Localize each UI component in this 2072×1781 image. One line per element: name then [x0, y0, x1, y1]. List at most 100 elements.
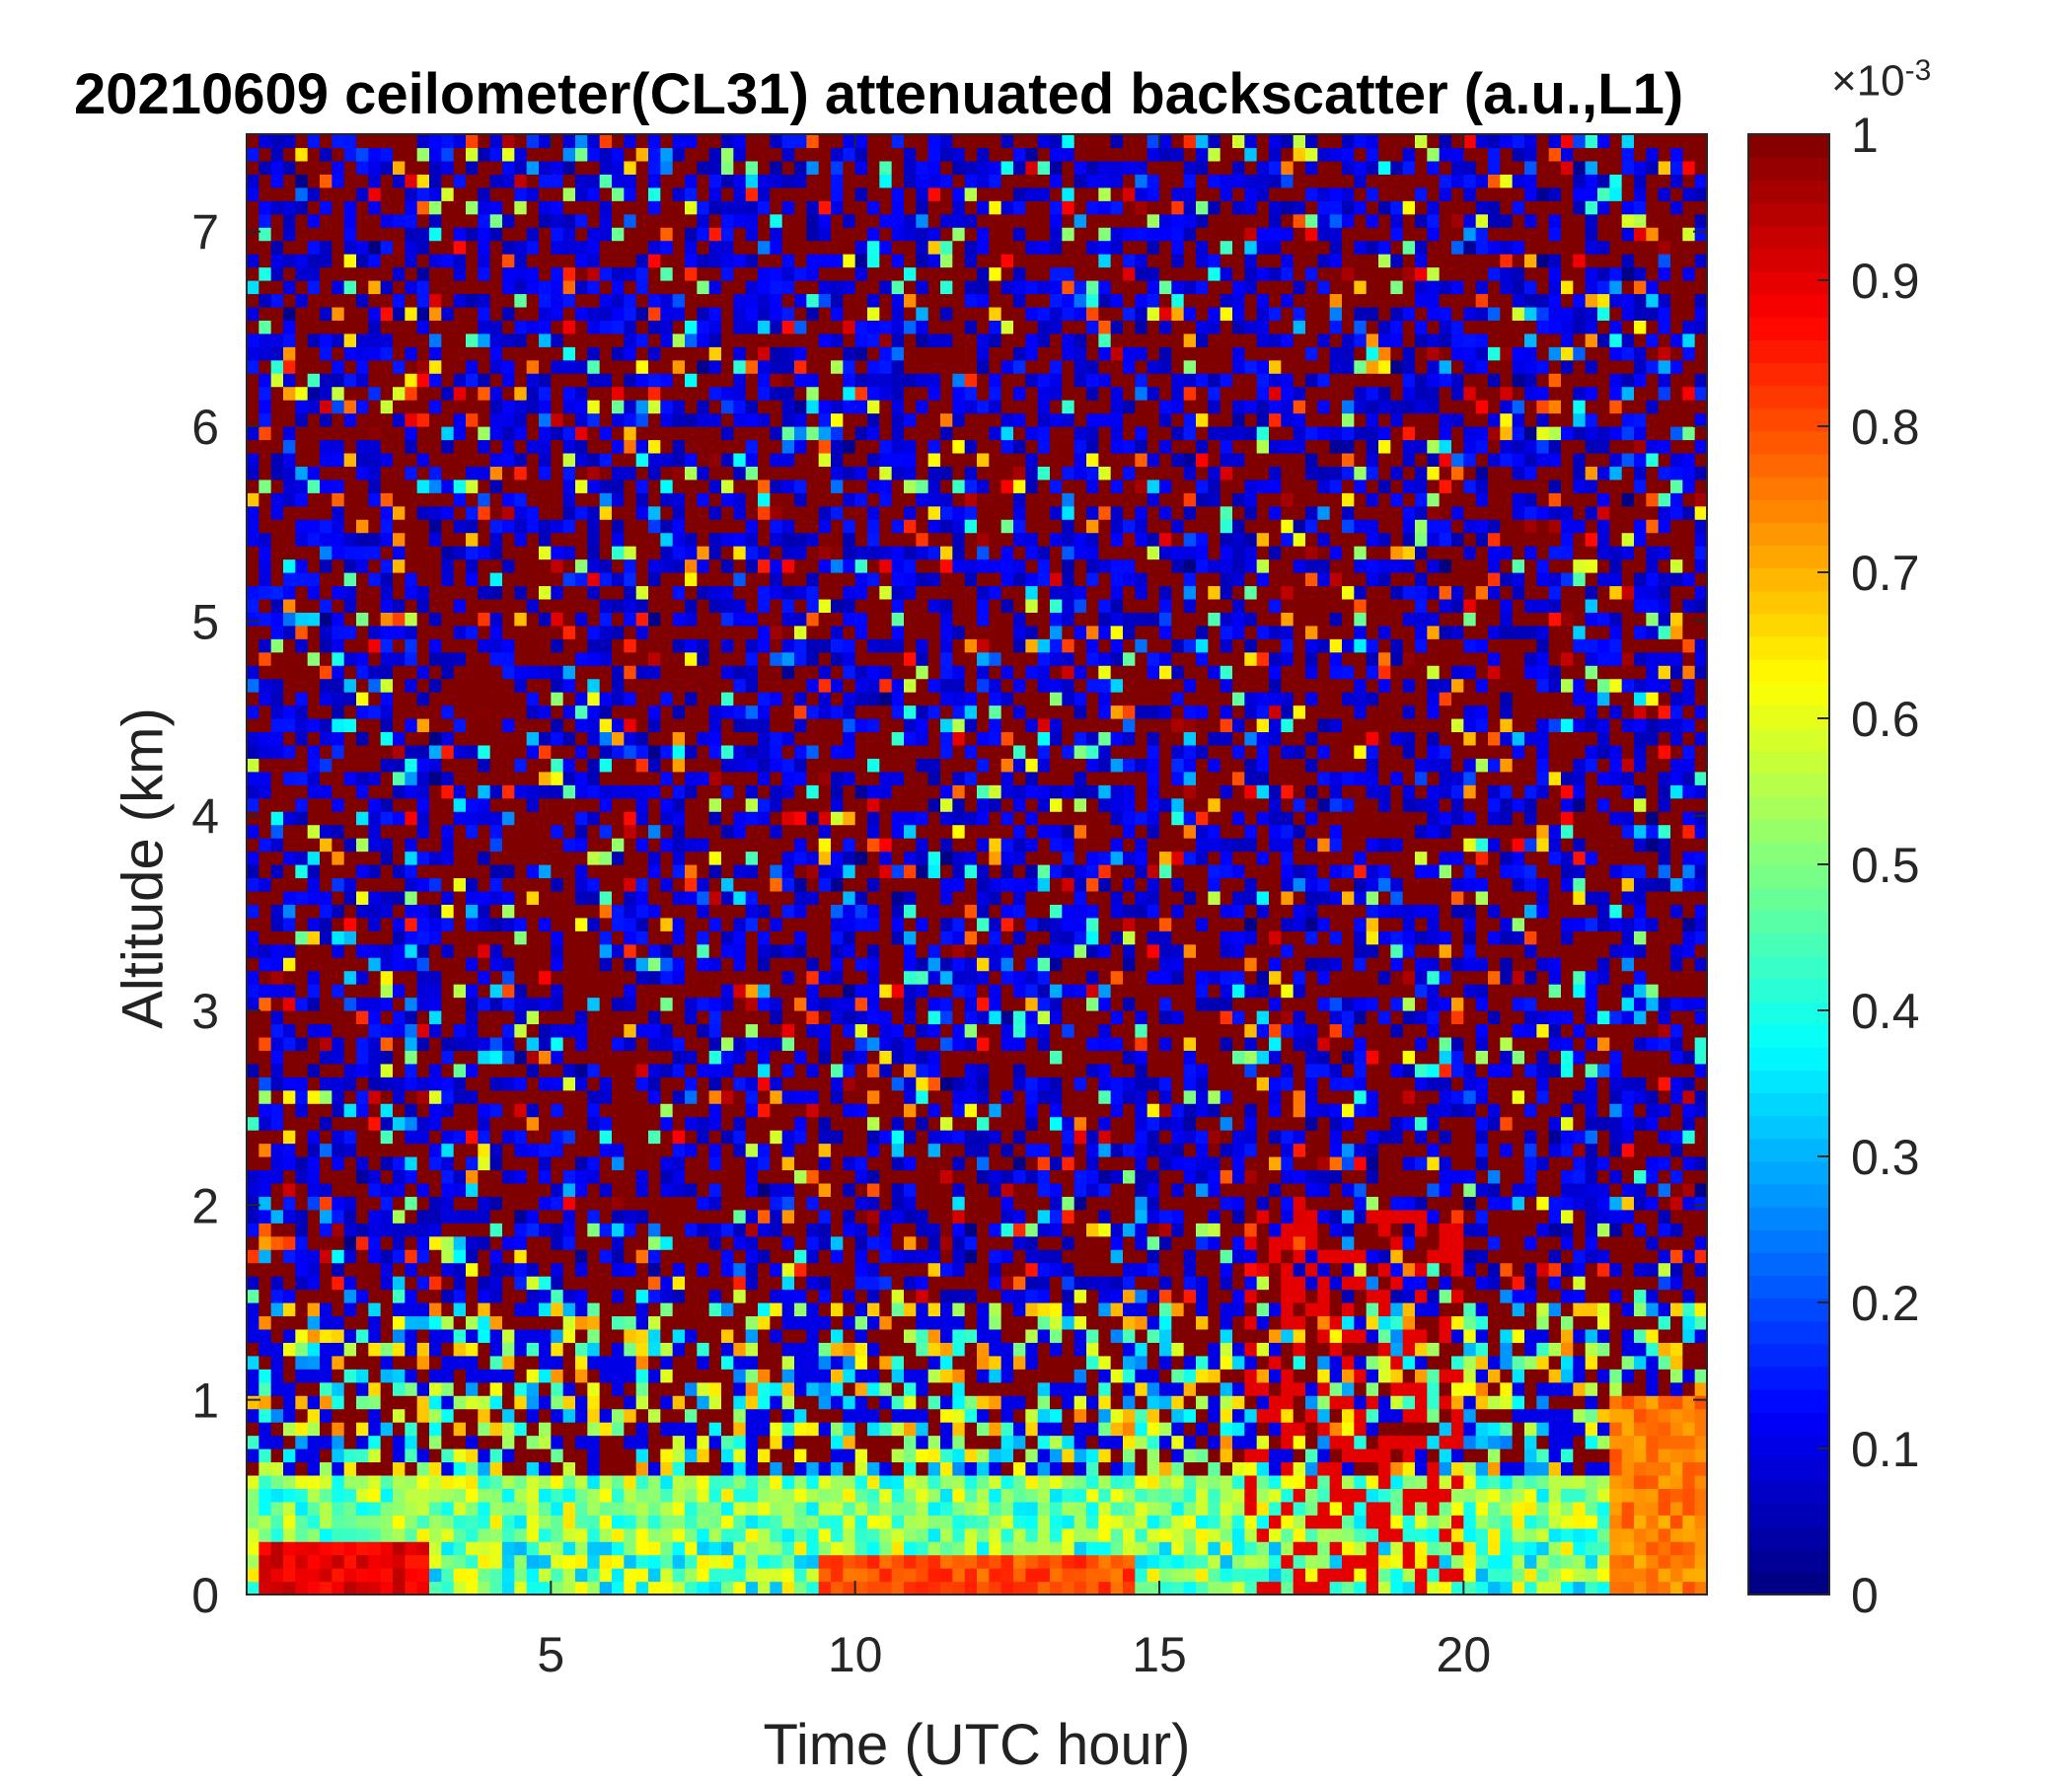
heatmap-cell — [368, 1515, 382, 1529]
heatmap-cell — [380, 572, 394, 587]
heatmap-cell — [770, 160, 783, 175]
heatmap-cell — [514, 1010, 528, 1025]
heatmap-cell — [405, 254, 418, 268]
heatmap-cell — [794, 1302, 807, 1317]
heatmap-cell — [489, 1036, 503, 1051]
heatmap-cell — [587, 293, 601, 308]
heatmap-cell — [380, 1554, 394, 1569]
heatmap-cell — [283, 692, 296, 706]
heatmap-cell — [660, 572, 674, 587]
heatmap-cell — [429, 1422, 442, 1437]
heatmap-cell — [489, 492, 503, 507]
heatmap-cell — [356, 1156, 369, 1171]
heatmap-cell — [794, 997, 807, 1011]
heatmap-cell — [672, 1369, 686, 1383]
heatmap-cell — [672, 824, 686, 839]
heatmap-cell — [416, 1315, 430, 1330]
heatmap-cell — [770, 426, 783, 441]
heatmap-cell — [575, 997, 588, 1011]
heatmap-cell — [441, 1143, 455, 1157]
heatmap-cell — [478, 373, 491, 388]
heatmap-cell — [635, 1010, 649, 1025]
heatmap-cell — [599, 1010, 613, 1025]
heatmap-cell — [478, 1328, 491, 1343]
heatmap-cell — [295, 386, 309, 401]
heatmap-cell — [624, 1103, 637, 1118]
heatmap-cell — [320, 254, 333, 268]
heatmap-cell — [393, 984, 406, 999]
heatmap-cell — [635, 373, 649, 388]
heatmap-cell — [320, 558, 333, 573]
heatmap-cell — [758, 1130, 771, 1145]
heatmap-cell — [259, 320, 272, 334]
heatmap-cell — [672, 1328, 686, 1343]
heatmap-cell — [416, 997, 430, 1011]
heatmap-cell — [514, 1103, 528, 1118]
heatmap-cell — [562, 1182, 576, 1197]
heatmap-cell — [247, 186, 259, 201]
heatmap-cell — [453, 771, 467, 785]
heatmap-cell — [466, 970, 479, 985]
heatmap-cell — [453, 1076, 467, 1091]
heatmap-cell — [466, 505, 479, 520]
heatmap-cell — [502, 838, 515, 853]
heatmap-cell — [551, 824, 564, 839]
heatmap-cell — [660, 1302, 674, 1317]
heatmap-cell — [733, 266, 747, 281]
heatmap-cell — [635, 254, 649, 268]
heatmap-cell — [416, 1541, 430, 1556]
heatmap-cell — [489, 957, 503, 972]
heatmap-cell — [599, 306, 613, 321]
heatmap-cell — [259, 1010, 272, 1025]
heatmap-cell — [247, 1076, 259, 1091]
heatmap-cell — [551, 1342, 564, 1357]
heatmap-cell — [368, 1541, 382, 1556]
heatmap-cell — [587, 1527, 601, 1542]
heatmap-cell — [539, 1103, 552, 1118]
heatmap-cell — [745, 1143, 759, 1157]
heatmap-cell — [416, 1182, 430, 1197]
heatmap-cell — [745, 1328, 759, 1343]
heatmap-cell — [672, 1223, 686, 1237]
heatmap-cell — [599, 1089, 613, 1104]
heatmap-cell — [770, 625, 783, 639]
heatmap-cell — [405, 824, 418, 839]
heatmap-cell — [259, 638, 272, 653]
heatmap-cell — [526, 1116, 540, 1131]
heatmap-cell — [708, 1036, 722, 1051]
heatmap-cell — [551, 1143, 564, 1157]
heatmap-cell — [259, 426, 272, 441]
heatmap-cell — [587, 784, 601, 799]
heatmap-cell — [648, 240, 661, 255]
heatmap-cell — [441, 426, 455, 441]
heatmap-cell — [708, 466, 722, 481]
heatmap-cell — [478, 824, 491, 839]
heatmap-cell — [624, 1169, 637, 1184]
heatmap-cell — [733, 160, 747, 175]
heatmap-cell — [708, 1289, 722, 1303]
heatmap-cell — [697, 784, 710, 799]
heatmap-cell — [283, 1408, 296, 1423]
heatmap-cell — [575, 200, 588, 215]
heatmap-cell — [685, 1369, 698, 1383]
heatmap-cell — [612, 386, 625, 401]
heatmap-cell — [502, 1143, 515, 1157]
heatmap-cell — [380, 200, 394, 215]
heatmap-cell — [770, 651, 783, 666]
heatmap-cell — [624, 359, 637, 374]
heatmap-cell — [587, 1223, 601, 1237]
heatmap-cell — [526, 558, 540, 573]
heatmap-cell — [551, 200, 564, 215]
heatmap-cell — [562, 546, 576, 560]
heatmap-cell — [270, 824, 284, 839]
heatmap-cell — [721, 917, 734, 931]
heatmap-cell — [612, 1050, 625, 1065]
heatmap-cell — [478, 519, 491, 534]
heatmap-cell — [672, 1196, 686, 1211]
heatmap-cell — [526, 890, 540, 905]
heatmap-cell — [781, 1023, 795, 1038]
heatmap-cell — [733, 1355, 747, 1370]
heatmap-cell — [356, 771, 369, 785]
heatmap-cell — [526, 824, 540, 839]
heatmap-cell — [685, 1289, 698, 1303]
